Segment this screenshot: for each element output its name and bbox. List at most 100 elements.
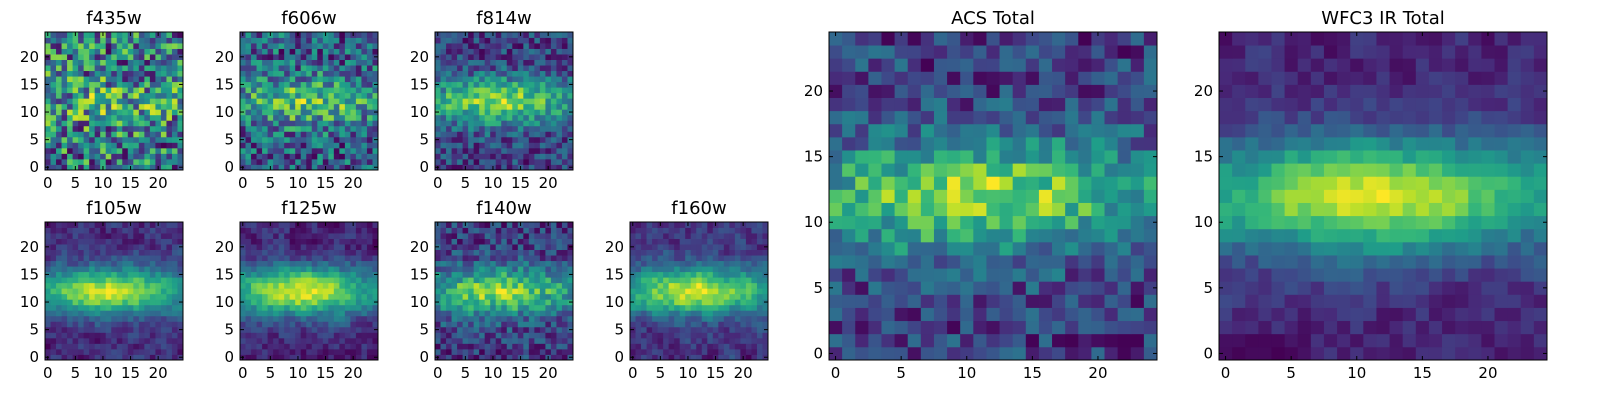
heatmap-cell (160, 32, 167, 38)
heatmap-cell (355, 120, 362, 127)
heatmap-cell (701, 337, 708, 344)
heatmap-cell (534, 233, 541, 239)
heatmap-cell (350, 87, 357, 94)
heatmap-cell (177, 37, 184, 44)
heatmap-cell (528, 260, 535, 267)
heatmap-cell (484, 164, 491, 171)
heatmap-cell (355, 109, 362, 116)
heatmap-cell (561, 120, 568, 127)
heatmap-cell (539, 343, 546, 350)
heatmap-cell (328, 348, 335, 355)
heatmap-cell (679, 249, 686, 256)
heatmap-cell (273, 70, 280, 77)
heatmap-cell (973, 215, 987, 230)
heatmap-cell (267, 282, 274, 289)
y-tick-label: 15 (410, 75, 429, 93)
heatmap-cell (105, 136, 112, 143)
heatmap-cell (641, 282, 647, 289)
heatmap-cell (696, 222, 703, 228)
heatmap-cell (133, 114, 140, 121)
heatmap-cell (635, 266, 642, 273)
heatmap-cell (105, 81, 112, 88)
heatmap-cell (322, 54, 329, 60)
heatmap-cell (842, 228, 856, 243)
heatmap-cell (284, 43, 291, 49)
heatmap-cell (127, 227, 134, 234)
heatmap-cell (89, 125, 96, 132)
heatmap-cell (284, 114, 291, 121)
heatmap-cell (317, 48, 324, 55)
heatmap-cell (479, 98, 486, 105)
heatmap-cell (462, 98, 469, 105)
heatmap-cell (762, 343, 769, 350)
heatmap-cell (468, 337, 475, 344)
heatmap-cell (240, 131, 246, 138)
heatmap-cell (289, 142, 296, 149)
heatmap-cell (138, 125, 145, 132)
heatmap-cell (256, 54, 263, 60)
heatmap-cell (333, 299, 340, 306)
heatmap-cell (512, 136, 519, 143)
heatmap-cell (462, 43, 469, 49)
heatmap-cell (94, 255, 101, 262)
heatmap-cell (350, 266, 357, 273)
heatmap-cell (171, 54, 178, 60)
heatmap-cell (523, 299, 530, 306)
heatmap-cell (94, 131, 101, 138)
heatmap-cell (523, 260, 530, 267)
heatmap-cell (105, 48, 112, 55)
heatmap-cell (545, 271, 552, 278)
heatmap-cell (289, 222, 296, 228)
heatmap-cell (116, 343, 123, 350)
heatmap-cell (534, 54, 541, 60)
heatmap-cell (539, 109, 546, 116)
heatmap-cell (635, 277, 642, 284)
heatmap-cell (495, 332, 502, 339)
heatmap-cell (729, 348, 736, 355)
heatmap-cell (1038, 150, 1053, 164)
heatmap-cell (361, 337, 368, 344)
heatmap-cell (100, 249, 107, 256)
heatmap-cell (366, 92, 373, 99)
heatmap-cell (457, 48, 463, 55)
heatmap-cell (435, 266, 441, 273)
heatmap-cell (1025, 320, 1040, 335)
heatmap-cell (745, 282, 752, 289)
heatmap-cell (350, 337, 357, 344)
heatmap-cell (155, 260, 162, 267)
heatmap-cell (561, 326, 568, 333)
heatmap-cell (138, 288, 145, 295)
heatmap-cell (171, 260, 178, 267)
heatmap-cell (479, 310, 486, 317)
heatmap-cell (446, 76, 452, 83)
heatmap-cell (67, 103, 73, 110)
heatmap-cell (339, 255, 346, 262)
heatmap-cell (133, 255, 140, 262)
heatmap-cell (83, 98, 90, 105)
heatmap-cell (127, 59, 134, 66)
heatmap-cell (78, 114, 85, 121)
heatmap-cell (278, 222, 285, 228)
heatmap-cell (462, 293, 469, 300)
heatmap-cell (160, 310, 167, 317)
heatmap-cell (262, 249, 268, 256)
heatmap-cell (435, 277, 441, 284)
heatmap-cell (473, 266, 480, 273)
heatmap-cell (366, 260, 373, 267)
heatmap-cell (372, 125, 379, 132)
heatmap-cell (745, 315, 752, 322)
heatmap-cell (61, 81, 68, 88)
heatmap-cell (61, 120, 68, 127)
heatmap-cell (446, 120, 452, 127)
heatmap-cell (986, 346, 1000, 361)
heatmap-cell (933, 228, 948, 243)
heatmap-cell (1078, 307, 1092, 322)
heatmap-cell (446, 332, 452, 339)
heatmap-cell (100, 277, 107, 284)
heatmap-cell (251, 153, 257, 160)
heatmap-cell (539, 65, 546, 72)
panel-title: f814w (476, 8, 531, 29)
heatmap-cell (567, 249, 574, 256)
heatmap-cell (94, 260, 101, 267)
heatmap-cell (523, 136, 530, 143)
